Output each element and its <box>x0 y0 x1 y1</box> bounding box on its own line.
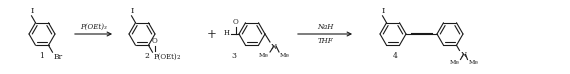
Text: 3: 3 <box>231 52 237 60</box>
Text: 4: 4 <box>393 52 397 60</box>
Text: Me: Me <box>469 60 478 65</box>
Text: O: O <box>152 37 158 45</box>
Text: NaH: NaH <box>317 23 333 31</box>
Text: N: N <box>271 43 277 51</box>
Text: +: + <box>207 28 217 40</box>
Text: P(OEt)₃: P(OEt)₃ <box>80 23 107 31</box>
Text: Me: Me <box>259 53 269 58</box>
Text: Me: Me <box>280 53 290 58</box>
Text: P(OEt): P(OEt) <box>153 53 177 61</box>
Text: N: N <box>461 51 467 59</box>
Text: Me: Me <box>450 60 459 65</box>
Text: H: H <box>224 29 230 37</box>
Text: 2: 2 <box>145 52 149 60</box>
Text: 1: 1 <box>39 52 44 60</box>
Text: I: I <box>131 7 134 15</box>
Text: I: I <box>30 7 34 15</box>
Text: Br: Br <box>54 53 63 61</box>
Text: THF: THF <box>317 37 333 45</box>
Text: O: O <box>233 18 239 26</box>
Text: 2: 2 <box>177 55 180 60</box>
Text: I: I <box>381 7 385 15</box>
